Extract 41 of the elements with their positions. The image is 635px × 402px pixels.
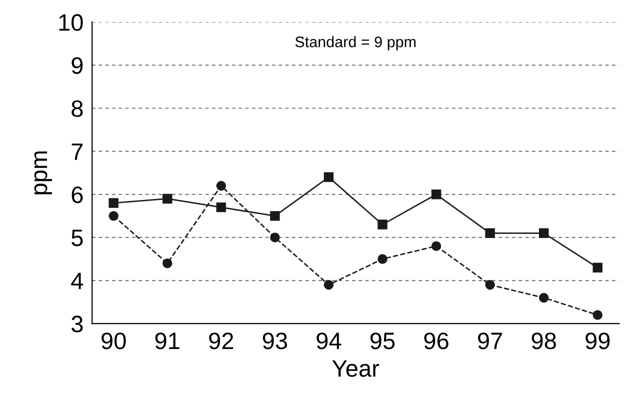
point (324, 172, 334, 182)
point (216, 180, 226, 191)
y-tick-label: 3 (72, 316, 83, 332)
point (162, 258, 172, 268)
x-tick-label: 91 (155, 332, 180, 350)
point (431, 190, 442, 200)
point (108, 211, 118, 221)
y-tick-label: 9 (72, 57, 83, 74)
x-tick-label: 96 (424, 332, 448, 350)
point (108, 198, 118, 208)
y-tick-label: 7 (72, 144, 83, 160)
point (216, 202, 226, 212)
point (378, 254, 388, 264)
point (485, 228, 495, 238)
point (270, 232, 280, 242)
x-tick-label: 95 (370, 332, 395, 350)
y-tick-label: 8 (72, 100, 83, 118)
point (592, 310, 602, 320)
point (431, 241, 442, 251)
x-tick-label: 90 (102, 332, 126, 350)
x-tick-label: 94 (316, 332, 342, 350)
x-tick-label: 99 (586, 332, 610, 350)
point (324, 280, 334, 290)
x-tick-label: 92 (209, 332, 234, 350)
point (270, 211, 280, 221)
point (592, 262, 602, 272)
point (378, 220, 388, 230)
y-tick-label: 4 (71, 272, 84, 290)
y-tick-label: 10 (59, 14, 83, 31)
x-tick-label: 93 (262, 332, 288, 350)
annotation: Standard = 9 ppm (295, 36, 416, 50)
x-tick-label: 98 (532, 332, 556, 350)
point (538, 292, 549, 303)
y-tick-label: 5 (72, 230, 83, 246)
point (485, 280, 495, 290)
point (162, 194, 172, 204)
y-tick-label: 6 (72, 186, 83, 204)
x-axis-title: Year (332, 360, 380, 377)
y-axis-title: ppm (34, 151, 52, 194)
x-tick-label: 97 (478, 332, 502, 350)
point (538, 228, 549, 238)
